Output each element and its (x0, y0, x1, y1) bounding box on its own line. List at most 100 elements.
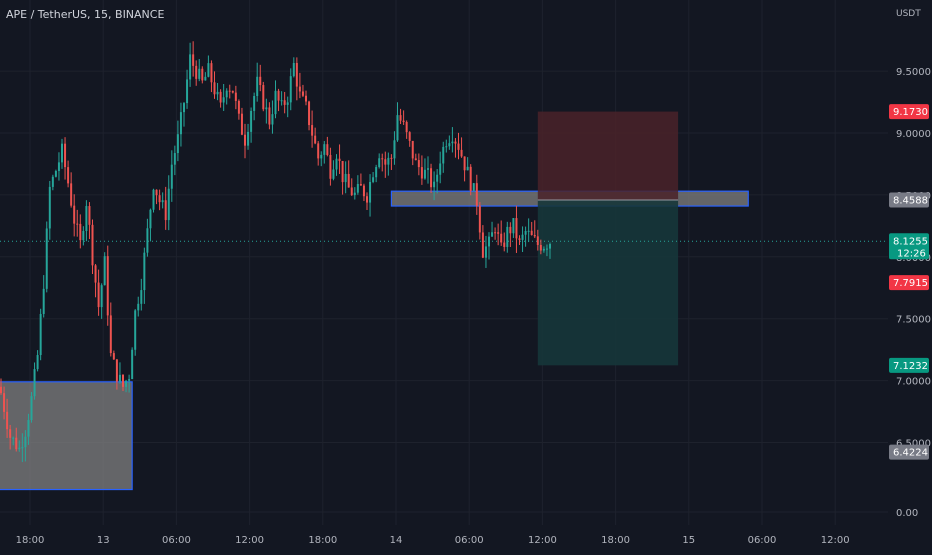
candle-body (298, 86, 301, 92)
candle-body (274, 90, 277, 115)
candle-body (536, 236, 539, 245)
price-badge (889, 104, 929, 120)
candle-body (442, 146, 445, 164)
candle-body (106, 256, 109, 316)
candle-body (484, 246, 487, 258)
candle-body (320, 154, 323, 159)
time-tick-label: 06:00 (162, 535, 191, 546)
time-tick-label: 18:00 (308, 535, 337, 546)
candle-body (237, 100, 240, 114)
candle-body (549, 244, 551, 249)
position-tool[interactable] (0, 111, 888, 366)
candlestick-series (0, 41, 551, 463)
candle-body (466, 166, 469, 171)
candle-body (338, 158, 341, 161)
candle-body (308, 101, 311, 126)
price-tick-label: 7.0000 (896, 377, 931, 388)
candle-body (115, 359, 118, 382)
price-badge (889, 444, 929, 460)
candle-body (420, 167, 423, 179)
candle-body (497, 232, 500, 234)
candle-body (213, 82, 216, 95)
candle-body (36, 355, 39, 370)
candle-body (292, 63, 295, 77)
candle-body (45, 228, 48, 289)
candle-body (51, 176, 54, 187)
candle-body (149, 209, 152, 229)
candle-body (15, 437, 18, 450)
candle-body (112, 353, 115, 360)
candle-body (125, 380, 128, 387)
candle-body (332, 169, 335, 179)
candle-body (33, 369, 36, 397)
candle-body (64, 143, 67, 168)
candle-body (219, 91, 222, 103)
candle-body (500, 233, 503, 243)
candle-body (122, 374, 124, 387)
candle-body (472, 183, 475, 191)
price-badge-label: 8.1255 (893, 236, 928, 247)
zone-demand[interactable] (0, 381, 133, 491)
candle-body (0, 386, 2, 394)
candle-body (234, 92, 237, 101)
candle-body (247, 131, 250, 146)
candle-body (524, 230, 527, 235)
candle-body (381, 158, 384, 160)
time-tick-label: 06:00 (748, 535, 777, 546)
chart-grid (0, 0, 888, 525)
candle-body (67, 167, 70, 184)
candle-body (439, 163, 442, 175)
time-tick-label: 14 (390, 535, 403, 546)
candle-body (295, 63, 298, 87)
stop-loss-zone[interactable] (537, 111, 679, 201)
candle-body (469, 166, 472, 191)
time-axis[interactable]: 18:00 13 06:00 12:00 18:00 14 06:00 12:00 18:00 1… (16, 535, 850, 546)
candle-body (286, 102, 289, 105)
candle-body (430, 168, 433, 188)
candle-body (396, 115, 399, 141)
candle-body (436, 174, 439, 182)
price-tick-label: 6.5000 (896, 439, 931, 450)
candle-body (359, 184, 362, 186)
candle-body (314, 135, 317, 144)
candle-body (228, 90, 231, 92)
candle-body (347, 173, 350, 188)
candle-body (427, 168, 429, 170)
candle-body (91, 224, 94, 266)
candle-body (521, 234, 524, 240)
candle-body (183, 103, 185, 113)
candle-body (259, 76, 262, 86)
candle-body (3, 393, 6, 412)
candle-body (533, 234, 536, 237)
candle-body (433, 181, 436, 188)
candle-body (152, 189, 155, 210)
candle-body (356, 184, 359, 193)
candle-body (375, 167, 378, 178)
candle-body (134, 310, 137, 350)
candle-body (12, 437, 15, 439)
candle-body (289, 76, 292, 103)
candle-body (176, 134, 179, 154)
candle-body (88, 206, 91, 225)
candle-body (253, 95, 256, 111)
price-badge (889, 357, 929, 373)
candle-body (158, 195, 161, 203)
candle-body (335, 158, 338, 170)
candle-body (527, 230, 530, 232)
take-profit-zone[interactable] (537, 200, 679, 366)
candle-body (478, 205, 481, 233)
price-axis[interactable]: 9.50009.00008.50008.00007.50007.00006.50… (889, 67, 931, 519)
candle-body (103, 256, 106, 286)
candle-body (451, 141, 454, 144)
candle-body (362, 185, 365, 197)
candle-body (262, 85, 265, 110)
candle-body (280, 100, 283, 102)
currency-label: USDT (896, 9, 921, 19)
candle-body (515, 218, 518, 239)
price-badge (889, 233, 929, 260)
candle-body (109, 315, 112, 354)
candle-body (82, 231, 85, 241)
candle-body (100, 285, 103, 308)
